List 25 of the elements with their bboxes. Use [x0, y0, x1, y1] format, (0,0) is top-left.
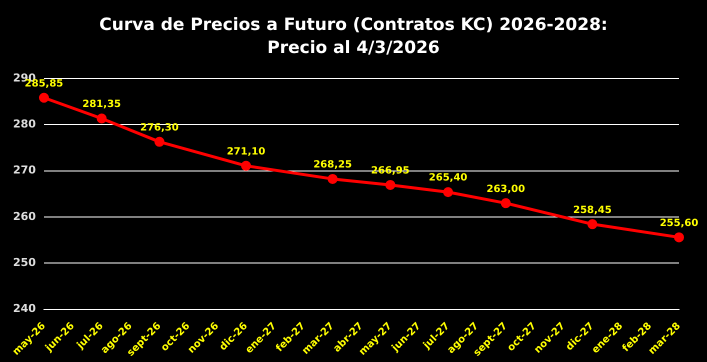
y-tick-label: 280 — [12, 118, 36, 131]
chart-title: Curva de Precios a Futuro (Contratos KC) 2026-2028: — [98, 14, 609, 37]
y-tick-label: 270 — [12, 164, 36, 177]
data-label: 263,00 — [486, 184, 526, 195]
point — [443, 187, 454, 198]
y-tick-label: 240 — [12, 302, 36, 316]
point — [38, 92, 49, 103]
point — [96, 114, 107, 124]
point — [674, 232, 684, 242]
data-label: 255,60 — [660, 218, 698, 229]
point — [385, 180, 396, 190]
data-label: 281,35 — [82, 99, 122, 110]
point — [241, 160, 252, 171]
point — [328, 174, 338, 184]
y-tick-label: 260 — [12, 210, 36, 223]
chart-subtitle: Precio al 4/3/2026 — [266, 37, 441, 60]
point — [154, 136, 164, 147]
data-label: 265,40 — [428, 172, 468, 184]
data-label: 258,45 — [573, 204, 612, 216]
data-label: 271,10 — [226, 146, 266, 158]
data-label: 276,30 — [140, 122, 179, 134]
point — [587, 219, 598, 230]
point — [500, 198, 511, 208]
y-tick-label: 250 — [12, 256, 36, 270]
data-label: 268,25 — [313, 160, 352, 171]
